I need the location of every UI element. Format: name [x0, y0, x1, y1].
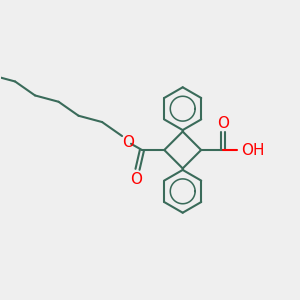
Text: O: O — [130, 172, 142, 187]
Text: O: O — [123, 135, 135, 150]
Text: O: O — [218, 116, 230, 131]
Text: OH: OH — [241, 142, 265, 158]
